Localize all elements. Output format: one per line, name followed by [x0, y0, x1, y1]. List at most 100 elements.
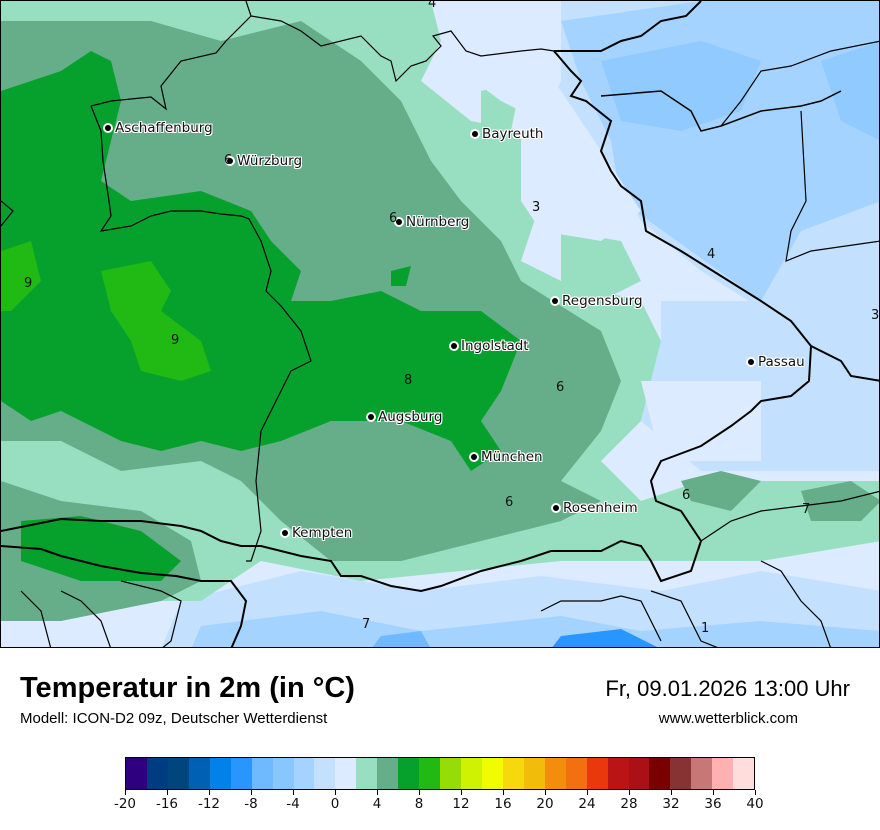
- legend-bin: [607, 758, 629, 789]
- city-marker-icon: [451, 343, 457, 349]
- city-marker-icon: [227, 158, 233, 164]
- temperature-map[interactable]: Aschaffenburg Würzburg Bayreuth Nürnberg…: [0, 0, 880, 648]
- borders: [1, 1, 879, 647]
- legend-bin: [712, 758, 734, 789]
- legend-bin: [377, 758, 399, 789]
- legend-bin: [314, 758, 336, 789]
- temperature-value: 8: [404, 373, 413, 388]
- city-regensburg[interactable]: Regensburg: [552, 293, 643, 309]
- city-marker-icon: [368, 414, 374, 420]
- temperature-field: [1, 1, 879, 647]
- city-marker-icon: [396, 219, 402, 225]
- temperature-value: 9: [171, 333, 180, 348]
- temperature-value: 7: [362, 617, 371, 632]
- temperature-value: 6: [389, 211, 398, 226]
- model-source: Modell: ICON-D2 09z, Deutscher Wetterdie…: [20, 710, 328, 727]
- legend-bin: [586, 758, 608, 789]
- city-ingolstadt[interactable]: Ingolstadt: [451, 338, 529, 354]
- city-wuerzburg[interactable]: Würzburg: [227, 153, 302, 169]
- city-bayreuth[interactable]: Bayreuth: [472, 126, 544, 142]
- legend-bin: [126, 758, 147, 789]
- temperature-value: 6: [682, 488, 691, 503]
- legend-tick: [167, 790, 168, 795]
- city-rosenheim[interactable]: Rosenheim: [553, 500, 638, 516]
- legend-bin: [523, 758, 545, 789]
- city-kempten[interactable]: Kempten: [282, 525, 352, 541]
- legend-tick: [125, 790, 126, 795]
- legend-tick-label: -16: [155, 796, 179, 812]
- legend-tick-label: 40: [746, 796, 764, 812]
- legend-bin: [335, 758, 357, 789]
- legend-bin: [230, 758, 252, 789]
- legend-bin: [502, 758, 524, 789]
- temperature-value: 1: [701, 621, 710, 636]
- temperature-value: 6: [505, 495, 514, 510]
- city-aschaffenburg[interactable]: Aschaffenburg: [105, 120, 213, 136]
- legend-tick: [755, 790, 756, 795]
- legend-bin: [188, 758, 210, 789]
- legend-bin: [293, 758, 315, 789]
- legend-tick-label: 24: [578, 796, 596, 812]
- legend-tick-label: 4: [372, 796, 382, 812]
- legend-tick: [209, 790, 210, 795]
- temperature-value: 7: [802, 502, 811, 517]
- city-marker-icon: [552, 298, 558, 304]
- legend-tick-label: 8: [414, 796, 424, 812]
- legend-tick: [461, 790, 462, 795]
- city-muenchen[interactable]: München: [471, 449, 543, 465]
- legend-bin: [146, 758, 168, 789]
- city-marker-icon: [471, 454, 477, 460]
- legend-tick-label: -4: [286, 796, 300, 812]
- legend-bin: [461, 758, 482, 789]
- legend-tick-label: 28: [620, 796, 638, 812]
- legend-bin: [419, 758, 441, 789]
- legend-tick: [377, 790, 378, 795]
- city-marker-icon: [553, 505, 559, 511]
- legend-bin: [440, 758, 461, 789]
- legend-bin: [398, 758, 420, 789]
- legend-bin: [628, 758, 650, 789]
- color-legend: [125, 757, 755, 790]
- legend-bin: [544, 758, 566, 789]
- legend-tick: [419, 790, 420, 795]
- legend-tick: [293, 790, 294, 795]
- legend-tick-label: 32: [662, 796, 680, 812]
- city-marker-icon: [105, 125, 111, 131]
- legend-tick: [671, 790, 672, 795]
- legend-tick-label: -12: [197, 796, 221, 812]
- temperature-value: 4: [707, 247, 716, 262]
- city-passau[interactable]: Passau: [748, 354, 805, 370]
- legend-bin: [167, 758, 189, 789]
- legend-bin: [733, 758, 755, 789]
- legend-tick-label: -20: [113, 796, 137, 812]
- legend-bin: [209, 758, 231, 789]
- legend-tick: [335, 790, 336, 795]
- legend-tick-label: 36: [704, 796, 722, 812]
- legend-tick-label: -8: [244, 796, 258, 812]
- legend-tick-label: 16: [494, 796, 512, 812]
- temperature-value: 3: [871, 308, 880, 323]
- legend-tick: [251, 790, 252, 795]
- legend-bin: [649, 758, 671, 789]
- temperature-value: 4: [428, 0, 437, 11]
- legend-tick: [713, 790, 714, 795]
- legend-bin: [272, 758, 294, 789]
- legend-bin: [251, 758, 273, 789]
- legend-tick-label: 0: [330, 796, 340, 812]
- city-marker-icon: [472, 131, 478, 137]
- legend-bin: [691, 758, 713, 789]
- legend-bin: [356, 758, 378, 789]
- legend-bin: [481, 758, 503, 789]
- temperature-value: 6: [556, 380, 565, 395]
- city-nuernberg[interactable]: Nürnberg: [396, 214, 469, 230]
- chart-title: Temperatur in 2m (in °C): [20, 672, 355, 704]
- temperature-value: 9: [24, 276, 33, 291]
- legend-ticks: -20 -16 -12 -8 -4 0 4 8 12 16 20 24 28 32 36 40: [114, 790, 764, 820]
- website-credit: www.wetterblick.com: [658, 710, 798, 727]
- city-marker-icon: [282, 530, 288, 536]
- city-augsburg[interactable]: Augsburg: [368, 409, 442, 425]
- legend-bin: [565, 758, 587, 789]
- legend-tick: [503, 790, 504, 795]
- legend-tick: [587, 790, 588, 795]
- legend-tick: [545, 790, 546, 795]
